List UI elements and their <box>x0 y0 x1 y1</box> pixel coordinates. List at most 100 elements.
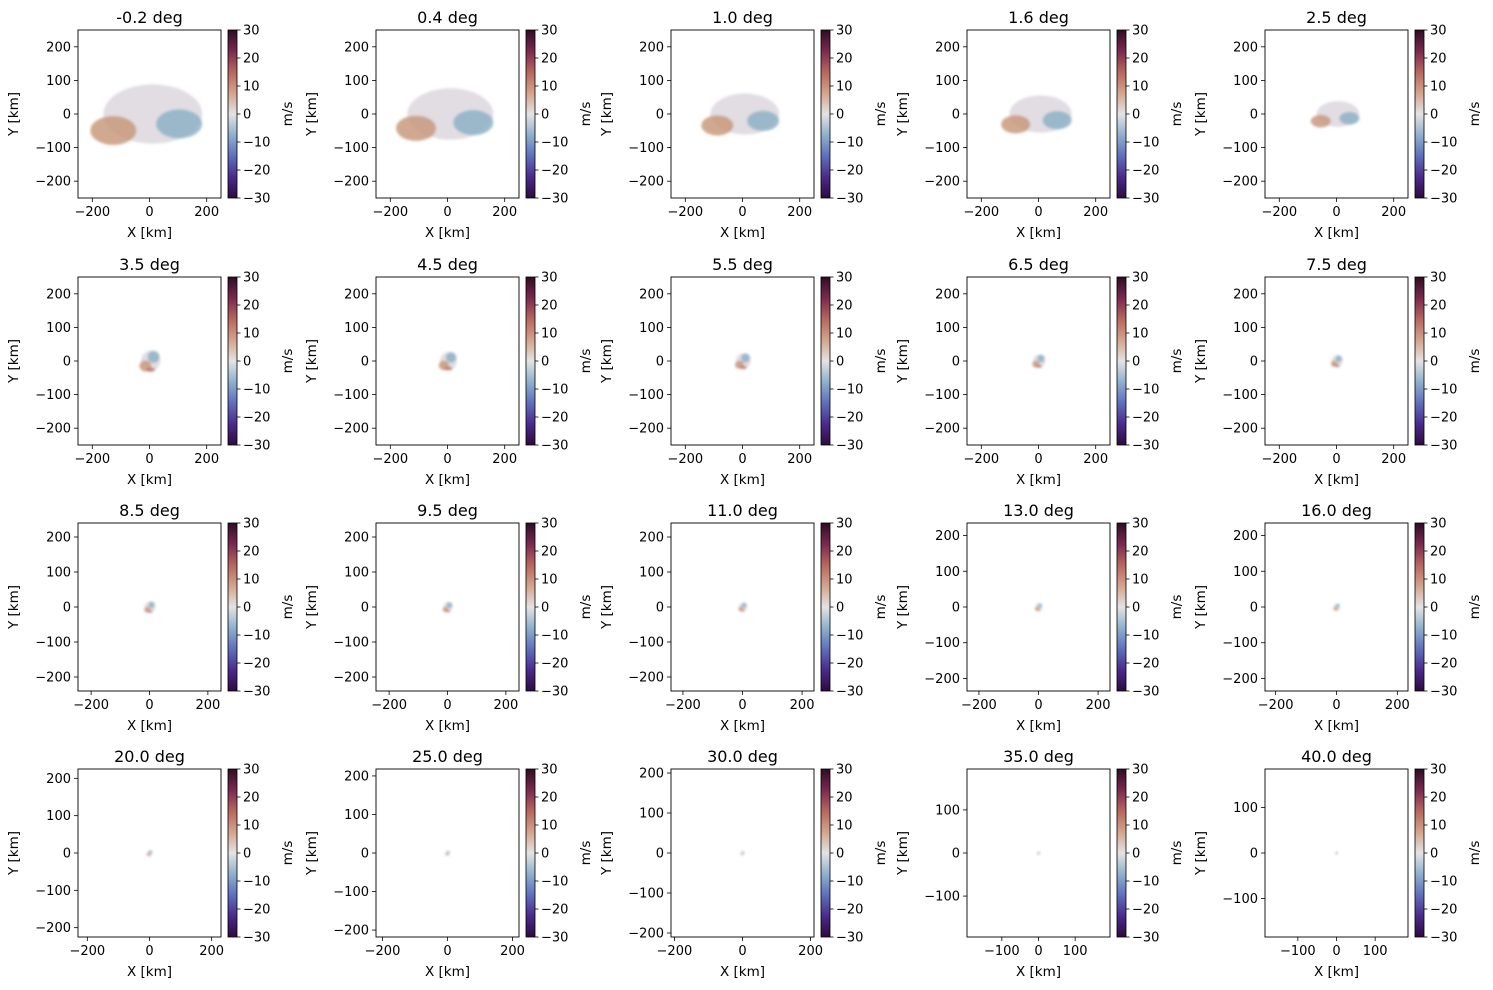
receding-velocity <box>396 115 437 141</box>
y-tick-label: 200 <box>344 287 369 302</box>
velocity-field <box>442 602 453 613</box>
colorbar-tick-label: 20 <box>243 52 260 67</box>
y-tick-label: 100 <box>46 74 71 89</box>
colorbar-tick-label: 20 <box>1132 299 1149 314</box>
colorbar-tick-label: 10 <box>541 819 558 834</box>
y-tick-label: 0 <box>361 601 369 616</box>
colorbar-gradient <box>525 768 536 938</box>
colorbar-tick-label: −20 <box>1430 903 1457 918</box>
colorbar-tick-label: −30 <box>541 931 568 946</box>
colorbar-tick-label: 10 <box>1132 819 1149 834</box>
colorbar-tick-label: 30 <box>1430 24 1447 39</box>
x-tick-label: −200 <box>73 698 109 713</box>
colorbar: 30 20 10 0 −10 −20 −30 m/s <box>820 24 889 207</box>
x-tick-label: 100 <box>1363 944 1388 959</box>
colorbar-tick-label: −10 <box>243 629 270 644</box>
y-tick-label: −100 <box>924 388 960 403</box>
colorbar-gradient <box>227 276 238 446</box>
y-tick-label: 0 <box>952 847 960 862</box>
strong-receding-velocity <box>146 367 156 372</box>
colorbar-gradient <box>1414 276 1425 446</box>
colorbar-tick-label: 10 <box>1430 327 1447 342</box>
x-tick-label: −200 <box>963 205 999 220</box>
colorbar-label: m/s <box>1467 841 1483 866</box>
x-axis-label: X [km] <box>1016 718 1061 734</box>
colorbar-tick-label: −10 <box>836 383 863 398</box>
y-tick-label: −200 <box>924 672 960 687</box>
x-tick-label: 0 <box>738 944 746 959</box>
y-tick-label: 100 <box>1233 565 1258 580</box>
receding-velocity <box>1310 114 1331 128</box>
y-tick-label: −100 <box>35 388 71 403</box>
x-tick-label: 200 <box>787 205 812 220</box>
velocity-field <box>734 353 751 370</box>
panel-title: 35.0 deg <box>1003 747 1074 766</box>
y-tick-label: −200 <box>35 671 71 686</box>
colorbar-tick-label: 10 <box>1430 80 1447 95</box>
receding-velocity <box>1001 115 1031 134</box>
y-tick-label: −100 <box>1222 388 1258 403</box>
panel-title: 11.0 deg <box>707 501 778 520</box>
x-tick-label: −200 <box>372 452 408 467</box>
x-tick-label: −200 <box>963 452 999 467</box>
colorbar: 30 20 10 0 −10 −20 −30 m/s <box>820 271 889 454</box>
y-tick-label: 100 <box>639 566 664 581</box>
y-tick-label: 200 <box>935 287 960 302</box>
panel-title: 4.5 deg <box>417 255 478 274</box>
colorbar-gradient <box>820 522 831 692</box>
x-axis-label: X [km] <box>425 964 470 980</box>
colorbar-tick-label: 20 <box>1132 545 1149 560</box>
y-tick-label: 200 <box>639 531 664 546</box>
colorbar-tick-label: −30 <box>1430 685 1457 700</box>
x-axis-label: X [km] <box>425 718 470 734</box>
colorbar-tick-label: 0 <box>1430 601 1438 616</box>
y-axis-label: Y [km] <box>1193 831 1209 876</box>
colorbar-tick-label: 10 <box>1132 573 1149 588</box>
x-tick-label: 200 <box>787 452 812 467</box>
x-tick-label: 0 <box>443 205 451 220</box>
x-tick-label: 0 <box>738 205 746 220</box>
y-tick-label: 200 <box>344 769 369 784</box>
colorbar: 30 20 10 0 −10 −20 −30 m/s <box>1414 271 1483 454</box>
x-tick-label: −200 <box>371 698 407 713</box>
y-tick-label: 0 <box>361 355 369 370</box>
colorbar-tick-label: −10 <box>836 875 863 890</box>
y-tick-label: 200 <box>46 40 71 55</box>
receding-velocity <box>701 115 734 136</box>
y-axis-label: Y [km] <box>6 92 22 137</box>
y-axis-label: Y [km] <box>1193 92 1209 137</box>
colorbar-tick-label: 20 <box>836 299 853 314</box>
y-tick-label: 100 <box>935 321 960 336</box>
velocity-field <box>445 850 450 856</box>
colorbar-tick-label: −30 <box>1132 439 1159 454</box>
y-tick-label: 0 <box>952 601 960 616</box>
colorbar-tick-label: −10 <box>541 136 568 151</box>
colorbar-tick-label: 30 <box>243 24 260 39</box>
colorbar-gradient <box>1414 768 1425 938</box>
velocity-field <box>144 601 156 613</box>
strong-receding-velocity <box>741 609 745 612</box>
x-tick-label: 0 <box>1034 944 1042 959</box>
velocity-field <box>1333 603 1340 611</box>
panel-title: 40.0 deg <box>1301 747 1372 766</box>
colorbar-label: m/s <box>280 841 296 866</box>
y-tick-label: 100 <box>344 566 369 581</box>
colorbar-tick-label: −10 <box>1132 629 1159 644</box>
colorbar-tick-label: −20 <box>243 657 270 672</box>
colorbar: 30 20 10 0 −10 −20 −30 m/s <box>1116 24 1185 207</box>
colorbar-tick-label: −10 <box>541 875 568 890</box>
y-tick-label: −100 <box>333 885 369 900</box>
x-tick-label: 0 <box>1332 944 1340 959</box>
colorbar-label: m/s <box>873 102 889 127</box>
x-tick-label: −100 <box>1280 944 1316 959</box>
colorbar-tick-label: 0 <box>1430 355 1438 370</box>
panel-title: 0.4 deg <box>417 8 478 27</box>
y-tick-label: 100 <box>1233 801 1258 816</box>
y-tick-label: −100 <box>924 890 960 905</box>
colorbar: 30 20 10 0 −10 −20 −30 m/s <box>820 763 889 946</box>
y-tick-label: 200 <box>935 40 960 55</box>
colorbar-tick-label: −30 <box>541 192 568 207</box>
colorbar-tick-label: −20 <box>1132 903 1159 918</box>
colorbar-tick-label: 20 <box>1132 791 1149 806</box>
